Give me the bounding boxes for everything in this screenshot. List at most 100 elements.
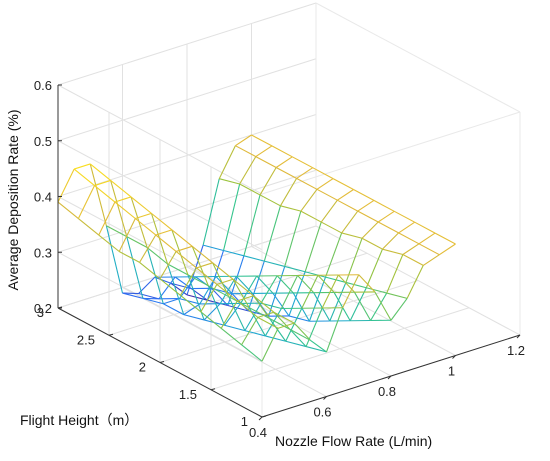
mesh-segment [365,248,383,288]
mesh-segment [261,328,279,362]
grid-line [108,252,368,336]
mesh-segment [300,188,318,212]
mesh-segment [218,145,236,179]
mesh-segment [200,284,218,313]
mesh-segment [256,275,274,294]
mesh-segment [227,304,249,312]
mesh-segment [244,302,262,331]
mesh-segment [244,330,266,337]
mesh-segment [275,167,297,179]
mesh-segment [207,285,226,326]
mesh-segment [312,167,334,180]
mesh-segment [292,292,310,322]
mesh-segment [357,199,375,212]
mesh-segment [275,156,293,168]
mesh-segment [289,329,307,347]
mesh-segment [370,292,388,321]
mesh-segment [264,308,282,337]
mesh-segment [235,275,253,294]
z-tick-label: 0.3 [34,245,52,260]
mesh-segment [264,260,285,267]
mesh-segment [89,163,107,226]
mesh-segment [78,218,100,236]
mesh-segment [122,292,144,299]
mesh-segment [179,267,197,296]
mesh-segment [159,278,181,296]
mesh-segment [139,261,161,280]
x-tick [452,355,456,359]
y-axis-title: Flight Height（m） [20,412,138,428]
mesh-segment [406,265,424,299]
y-tick-label: 1 [241,414,248,429]
mesh-segment [292,156,313,169]
mesh-segment [386,292,408,299]
mesh-segment [98,234,120,252]
mesh-segment [94,179,111,187]
mesh-segment [232,278,254,297]
mesh-segment [402,254,424,266]
mesh-segment [57,201,79,219]
mesh-segment [382,248,403,256]
mesh-segment [253,295,275,313]
mesh-segment [247,260,265,312]
mesh-segment [313,292,331,322]
mesh-segment [178,276,196,299]
mesh-segment [439,243,456,256]
y-tick-label: 2.5 [77,332,95,347]
mesh-segment [260,275,278,304]
mesh-segment [211,287,229,306]
mesh-segment [248,307,270,319]
y-tick [159,361,165,363]
x-tick-label: 1 [448,364,455,379]
mesh-segment [316,178,334,190]
mesh-segment [183,303,201,316]
mesh-segment [418,232,436,245]
mesh-segment [341,232,363,239]
mesh-segment [259,194,281,207]
mesh-segment [130,196,152,214]
grid-line [210,307,470,391]
mesh-segment [216,278,234,285]
mesh-segment [241,344,263,362]
mesh-segment [126,236,144,299]
mesh-segment [151,212,173,231]
mesh-segment [73,163,91,170]
mesh-segment [57,168,75,203]
mesh-segment [155,234,177,252]
mesh-segment [377,221,399,234]
mesh-segment [235,145,257,158]
mesh-segment [200,311,222,329]
mesh-segment [325,307,344,353]
mesh-segment [241,317,259,346]
mesh-segment [243,255,265,262]
mesh-segment [422,254,440,266]
mesh-segment [220,327,242,346]
z-tick-label: 0.6 [34,78,52,93]
mesh-segment [89,163,111,181]
x-tick-label: 1.2 [507,343,525,358]
mesh-segment [284,265,306,273]
mesh-segment [224,324,246,332]
mesh-segment [304,221,322,272]
grid-line [57,251,263,362]
mesh-segment [377,210,395,223]
axis-layer [57,84,521,421]
mesh-segment [402,243,420,255]
mesh-segment [222,183,241,251]
mesh-segment [320,221,342,234]
mesh-segment [175,251,197,269]
mesh-segment [206,250,225,301]
grid-line [57,84,263,195]
mesh-segment [186,294,208,301]
mesh-segment [390,298,408,321]
mesh-segment [374,291,392,321]
mesh-segment [219,178,240,185]
mesh-segment [146,247,168,265]
mesh-segment [394,210,415,223]
x-tick-label: 0.6 [313,405,331,420]
mesh-segment [118,251,140,263]
grid-layer [57,2,521,418]
y-tick-label: 1.5 [179,387,197,402]
